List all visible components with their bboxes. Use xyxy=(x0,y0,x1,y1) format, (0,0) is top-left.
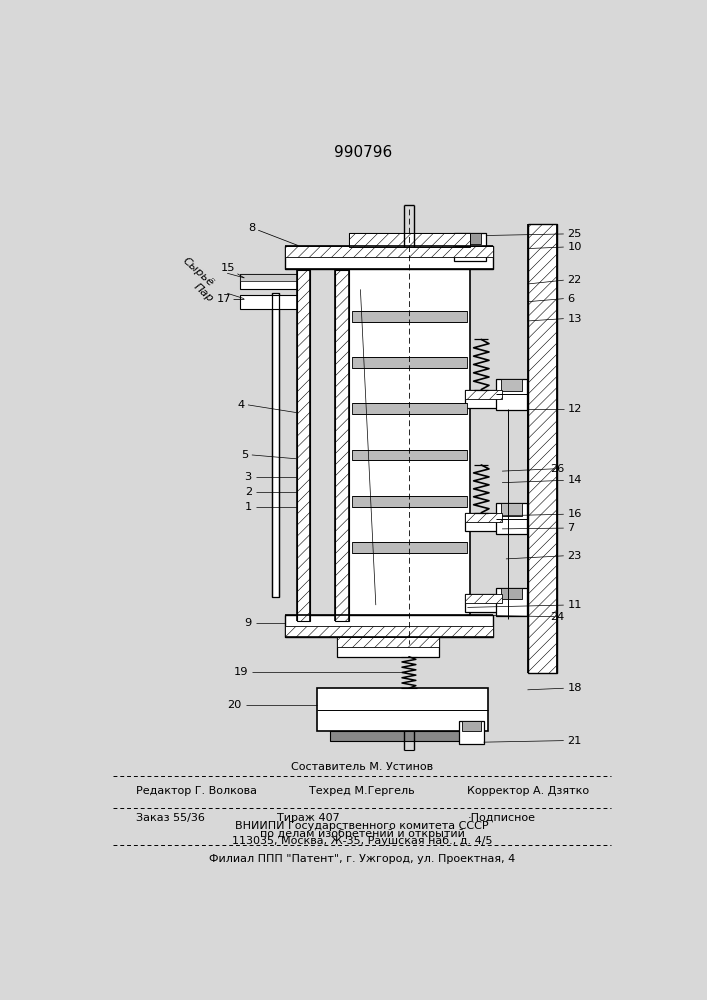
Text: 5: 5 xyxy=(241,450,248,460)
Text: Тираж 407: Тираж 407 xyxy=(276,813,339,823)
Bar xyxy=(240,295,297,309)
Bar xyxy=(349,233,469,247)
Text: 18: 18 xyxy=(568,683,582,693)
Bar xyxy=(496,588,527,616)
Text: Сырьё: Сырьё xyxy=(181,256,216,289)
Bar xyxy=(349,269,469,621)
Text: 1: 1 xyxy=(245,502,252,512)
Bar xyxy=(240,274,297,289)
Text: 113035, Москва, Ж-35, Раушская наб., д. 4/5: 113035, Москва, Ж-35, Раушская наб., д. … xyxy=(232,836,492,846)
Text: ·Подписное: ·Подписное xyxy=(467,813,535,823)
Text: 19: 19 xyxy=(233,667,248,677)
Bar xyxy=(465,594,502,603)
Bar xyxy=(335,270,349,620)
Text: 12: 12 xyxy=(568,404,582,414)
Bar xyxy=(296,270,310,620)
Bar xyxy=(458,233,481,244)
Bar xyxy=(465,389,502,408)
Text: 7: 7 xyxy=(568,523,575,533)
Bar xyxy=(285,615,493,637)
Text: 3: 3 xyxy=(245,472,252,482)
Text: 25: 25 xyxy=(568,229,582,239)
Bar xyxy=(285,626,493,637)
Text: 17: 17 xyxy=(216,294,244,304)
Bar xyxy=(317,688,489,731)
Text: Техред М.Гергель: Техред М.Гергель xyxy=(309,786,415,796)
Bar xyxy=(465,594,502,612)
Bar xyxy=(337,637,439,657)
Bar xyxy=(459,721,484,744)
Text: 13: 13 xyxy=(568,314,582,324)
Bar xyxy=(462,721,481,731)
Bar xyxy=(352,357,467,368)
Bar xyxy=(465,389,502,399)
Bar xyxy=(272,293,279,597)
Bar xyxy=(465,513,502,531)
Bar xyxy=(352,311,467,322)
Text: 16: 16 xyxy=(568,509,582,519)
Text: 20: 20 xyxy=(228,700,242,710)
Bar xyxy=(349,233,469,247)
Bar xyxy=(352,542,467,553)
Text: по делам изобретений и открытий: по делам изобретений и открытий xyxy=(259,829,464,839)
Text: 990796: 990796 xyxy=(334,145,392,160)
Bar xyxy=(352,450,467,460)
Text: 4: 4 xyxy=(237,400,244,410)
Text: Пар: Пар xyxy=(192,281,216,304)
Text: 11: 11 xyxy=(568,600,582,610)
Bar xyxy=(240,274,297,281)
Text: Составитель М. Устинов: Составитель М. Устинов xyxy=(291,762,433,772)
Text: 8: 8 xyxy=(248,223,298,246)
Bar xyxy=(501,379,522,391)
Bar xyxy=(465,513,502,522)
Bar xyxy=(337,637,439,647)
Bar xyxy=(501,588,522,599)
Bar xyxy=(330,731,481,741)
Bar xyxy=(454,233,486,261)
Text: 9: 9 xyxy=(245,618,252,628)
Text: Филиал ППП "Патент", г. Ужгород, ул. Проектная, 4: Филиал ППП "Патент", г. Ужгород, ул. Про… xyxy=(209,854,515,864)
Text: 26: 26 xyxy=(551,464,565,474)
Bar xyxy=(496,379,527,410)
Text: 23: 23 xyxy=(568,551,582,561)
Bar xyxy=(501,503,522,516)
Bar xyxy=(496,503,527,534)
Bar xyxy=(352,496,467,507)
Text: 6: 6 xyxy=(568,294,575,304)
Text: 14: 14 xyxy=(568,475,582,485)
Text: 22: 22 xyxy=(568,275,582,285)
Text: Корректор А. Дзятко: Корректор А. Дзятко xyxy=(467,786,589,796)
Text: ВНИИПИ Государственного комитета СССР: ВНИИПИ Государственного комитета СССР xyxy=(235,821,489,831)
Bar xyxy=(285,246,493,257)
Text: 21: 21 xyxy=(568,736,582,746)
Text: Заказ 55/36: Заказ 55/36 xyxy=(136,813,205,823)
Text: 15: 15 xyxy=(221,263,244,278)
Text: Редактор Г. Волкова: Редактор Г. Волкова xyxy=(136,786,257,796)
Bar xyxy=(352,403,467,414)
Text: 24: 24 xyxy=(551,612,565,622)
Text: 10: 10 xyxy=(568,242,582,252)
Bar xyxy=(527,224,557,673)
Text: 2: 2 xyxy=(245,487,252,497)
Bar xyxy=(285,246,493,269)
